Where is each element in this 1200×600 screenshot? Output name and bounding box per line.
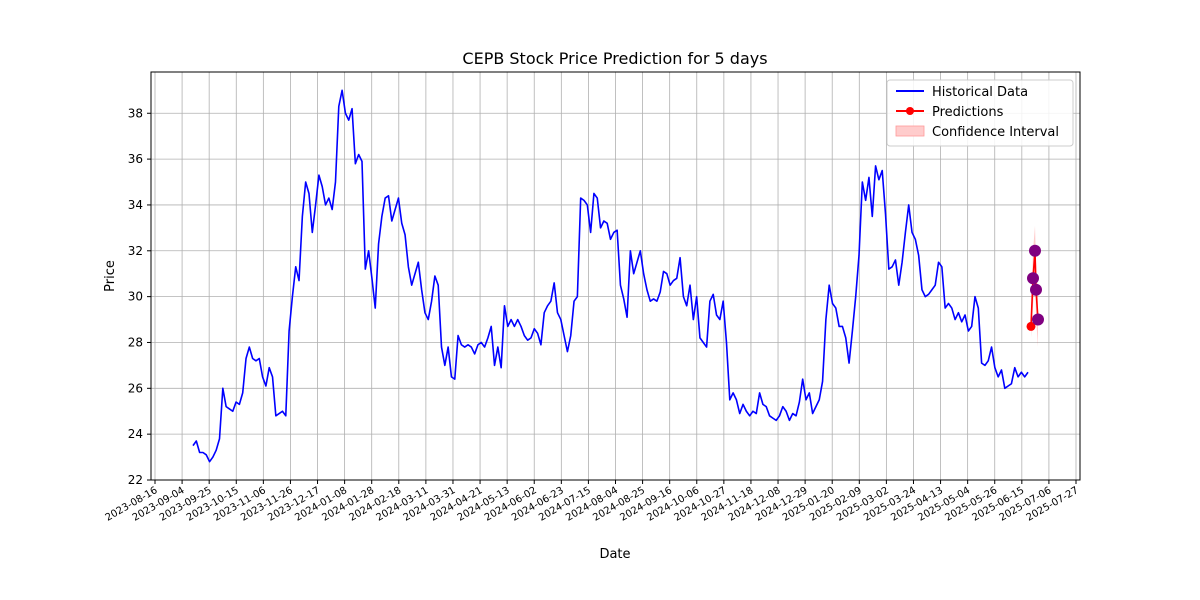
legend-historical-label: Historical Data — [932, 85, 1028, 100]
x-axis-label: Date — [599, 547, 630, 562]
y-tick-label: 34 — [128, 198, 143, 212]
legend-confidence-swatch — [895, 125, 925, 137]
historical-line — [192, 89, 1029, 463]
y-tick-label: 28 — [128, 335, 143, 349]
y-tick-label: 30 — [128, 290, 143, 304]
y-axis-label: Price — [103, 260, 118, 292]
y-tick-label: 24 — [128, 427, 143, 441]
prediction-point — [1026, 321, 1036, 331]
y-tick-label: 38 — [128, 106, 143, 120]
grid — [151, 72, 1080, 481]
legend-predictions-swatch-marker — [906, 107, 914, 115]
legend-confidence-label: Confidence Interval — [932, 125, 1059, 140]
y-axis-ticks: 22 24 26 28 30 32 34 36 38 — [128, 106, 151, 487]
prediction-point — [1027, 272, 1039, 285]
y-tick-label: 22 — [128, 473, 143, 487]
chart-title: CEPB Stock Price Prediction for 5 days — [462, 49, 767, 68]
y-tick-label: 26 — [128, 381, 143, 395]
prediction-series — [1026, 244, 1044, 331]
prediction-point — [1029, 244, 1041, 257]
legend-predictions-label: Predictions — [932, 105, 1004, 120]
historical-series — [192, 89, 1029, 463]
legend: Historical Data Predictions Confidence I… — [886, 79, 1074, 147]
legend-box — [886, 79, 1074, 147]
prediction-point — [1030, 283, 1042, 296]
y-tick-label: 36 — [128, 152, 143, 166]
y-tick-label: 32 — [128, 244, 143, 258]
prediction-point — [1032, 313, 1044, 326]
